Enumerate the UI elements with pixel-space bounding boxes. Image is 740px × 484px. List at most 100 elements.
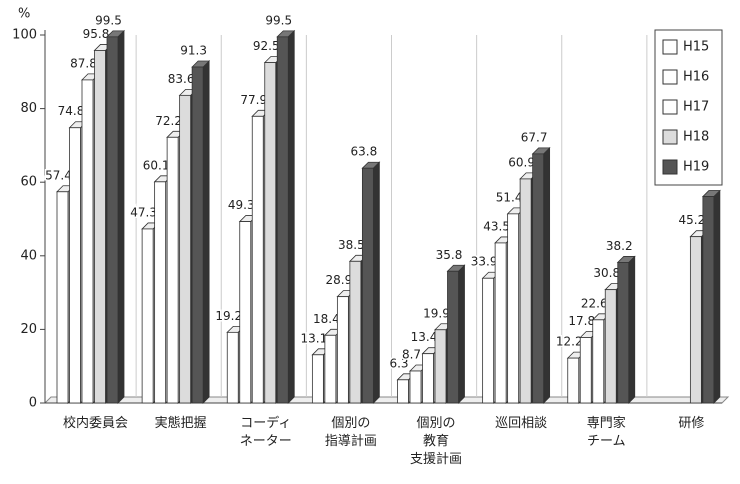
bar <box>617 262 630 404</box>
legend-label: H19 <box>683 160 709 175</box>
bar-side <box>372 161 380 404</box>
bar <box>251 115 264 404</box>
y-tick-label: 40 <box>20 248 37 263</box>
value-label: 91.3 <box>180 44 207 58</box>
x-tick-label: 専門家チーム <box>587 415 626 449</box>
x-tick-label: コーディネーター <box>240 415 292 449</box>
bar-side <box>287 29 295 404</box>
bar <box>532 153 545 404</box>
value-label: 92.5 <box>253 39 280 53</box>
x-tick-label: 実態把握 <box>155 415 207 431</box>
value-label: 60.1 <box>143 158 170 172</box>
x-tick-label: 個別の教育支援計画 <box>410 416 462 467</box>
bar <box>567 357 580 404</box>
value-label: 51.4 <box>496 190 523 204</box>
value-label: 57.4 <box>45 168 72 182</box>
value-label: 43.5 <box>483 219 510 233</box>
bar <box>179 94 192 404</box>
legend-swatch <box>662 129 678 145</box>
value-label: 38.5 <box>338 238 365 252</box>
legend-swatch <box>662 99 678 115</box>
value-label: 83.6 <box>168 72 195 86</box>
value-label: 47.3 <box>130 205 157 219</box>
bar <box>507 213 520 404</box>
value-label: 74.8 <box>58 104 85 118</box>
x-tick-label: 個別の指導計画 <box>325 416 377 449</box>
legend-swatch <box>662 39 678 55</box>
bar-side <box>117 29 125 404</box>
y-tick-label: 100 <box>12 28 37 43</box>
value-label: 99.5 <box>95 13 122 27</box>
bar <box>689 236 702 404</box>
value-label: 49.3 <box>228 198 255 212</box>
value-label: 95.8 <box>83 27 110 41</box>
y-tick-label: 80 <box>20 101 37 116</box>
y-tick-label: 60 <box>20 175 37 190</box>
bar <box>276 36 289 404</box>
bar <box>106 36 119 404</box>
bar-side <box>543 146 551 404</box>
bar <box>409 370 422 404</box>
legend-swatch <box>662 69 678 85</box>
value-label: 19.9 <box>423 306 450 320</box>
bar <box>226 331 239 404</box>
bar <box>69 127 81 404</box>
y-axis-label: % <box>18 7 30 22</box>
bar <box>482 277 495 404</box>
bar <box>349 260 362 404</box>
value-label: 19.2 <box>215 309 242 323</box>
legend-swatch <box>662 159 678 175</box>
value-label: 45.2 <box>679 213 706 227</box>
legend-label: H17 <box>683 100 709 115</box>
legend-label: H15 <box>683 40 709 55</box>
x-tick-label: 研修 <box>678 416 704 431</box>
value-label: 77.9 <box>240 93 267 107</box>
bar <box>447 270 459 404</box>
bar <box>397 379 409 404</box>
bar <box>494 242 507 404</box>
bar <box>239 221 252 404</box>
bar <box>166 136 179 404</box>
bar-side <box>202 60 210 404</box>
bar <box>56 191 69 404</box>
value-label: 33.9 <box>471 255 498 269</box>
bar <box>154 181 167 404</box>
bar <box>604 289 617 404</box>
value-label: 18.4 <box>313 312 340 326</box>
y-tick-label: 20 <box>20 322 37 337</box>
bar <box>94 50 106 404</box>
legend-label: H18 <box>683 130 709 145</box>
value-label: 22.6 <box>581 296 608 310</box>
bar-side <box>628 255 636 404</box>
bar <box>579 337 592 404</box>
value-label: 35.8 <box>436 248 463 262</box>
bar <box>324 334 337 404</box>
value-label: 60.9 <box>508 155 535 169</box>
value-label: 12.2 <box>556 335 583 349</box>
bar-side <box>713 189 721 404</box>
bar <box>311 354 324 404</box>
value-label: 13.1 <box>301 331 328 345</box>
bar <box>361 167 374 404</box>
value-label: 6.3 <box>389 356 408 370</box>
bar <box>592 319 605 404</box>
bar <box>191 66 204 404</box>
bar-side <box>458 264 465 404</box>
value-label: 38.2 <box>606 239 633 253</box>
bar <box>702 196 715 404</box>
value-label: 13.4 <box>411 330 438 344</box>
value-label: 99.5 <box>265 13 292 27</box>
bar <box>81 79 94 404</box>
value-label: 67.7 <box>521 130 548 144</box>
bar <box>519 178 532 404</box>
y-tick-label: 0 <box>29 396 37 411</box>
value-label: 17.8 <box>568 314 595 328</box>
legend-label: H16 <box>683 70 709 85</box>
bar <box>434 329 447 404</box>
bar <box>264 62 277 404</box>
value-label: 63.8 <box>351 145 378 159</box>
x-tick-label: 校内委員会 <box>63 415 128 431</box>
bar <box>422 353 434 404</box>
value-label: 72.2 <box>155 114 182 128</box>
value-label: 8.7 <box>402 347 421 361</box>
